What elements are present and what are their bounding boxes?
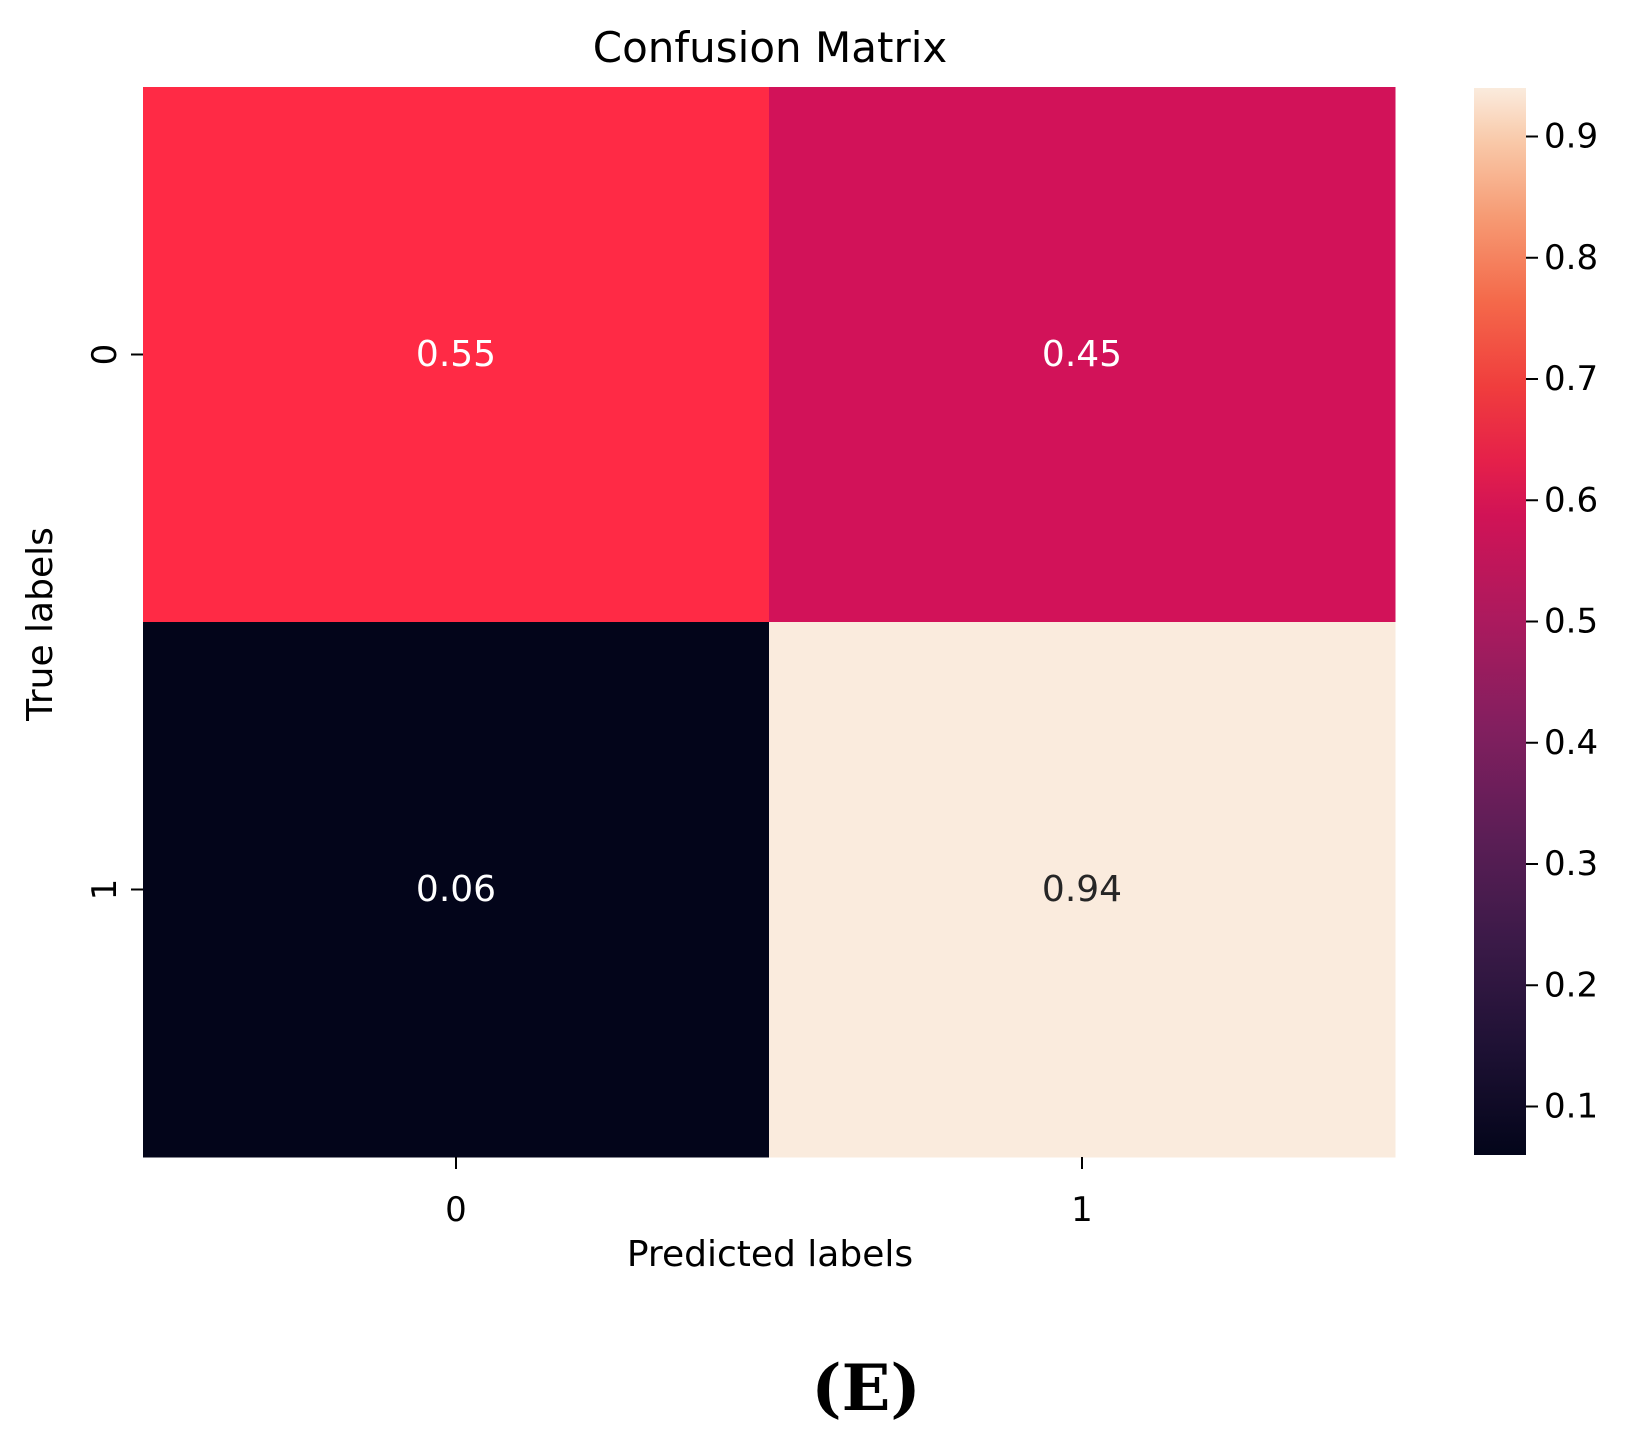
x-axis: 0 1 Predicted labels xyxy=(445,1157,1093,1275)
colorbar-gradient xyxy=(1474,88,1526,1155)
colorbar-tick-label: 0.5 xyxy=(1544,602,1598,642)
y-axis: 0 1 True labels xyxy=(20,344,143,901)
cell-value-labels: 0.55 0.45 0.06 0.94 xyxy=(416,334,1122,910)
cell-value-label-0-1: 0.45 xyxy=(1042,334,1122,375)
chart-title: Confusion Matrix xyxy=(593,23,948,72)
cell-value-label-1-1: 0.94 xyxy=(1042,869,1122,910)
colorbar-tick-label: 0.8 xyxy=(1544,238,1598,278)
colorbar-ticks: 0.1 0.2 0.3 0.4 0.5 0.6 0.7 0.8 0.9 xyxy=(1526,117,1598,1127)
heatmap-cell-1-0 xyxy=(143,622,770,1158)
panel-label: (E) xyxy=(811,1351,920,1426)
colorbar-tick-label: 0.1 xyxy=(1544,1087,1598,1127)
colorbar-tick-label: 0.7 xyxy=(1544,359,1598,399)
heatmap-cell-0-0 xyxy=(143,87,770,623)
heatmap-cell-0-1 xyxy=(769,87,1396,623)
cell-value-label-1-0: 0.06 xyxy=(416,869,496,910)
colorbar-tick-label: 0.3 xyxy=(1544,844,1598,884)
colorbar-tick-label: 0.2 xyxy=(1544,965,1598,1005)
x-axis-label: Predicted labels xyxy=(627,1234,913,1275)
colorbar: 0.1 0.2 0.3 0.4 0.5 0.6 0.7 0.8 0.9 xyxy=(1474,88,1598,1155)
y-tick-label-1: 1 xyxy=(85,879,125,901)
heatmap-cell-1-1 xyxy=(769,622,1396,1158)
cell-value-label-0-0: 0.55 xyxy=(416,334,496,375)
y-axis-label: True labels xyxy=(20,527,61,722)
y-tick-label-0: 0 xyxy=(85,344,125,366)
heatmap-cells xyxy=(143,87,1396,1158)
colorbar-tick-label: 0.9 xyxy=(1544,117,1598,157)
x-tick-label-0: 0 xyxy=(445,1190,467,1230)
x-tick-label-1: 1 xyxy=(1071,1190,1093,1230)
colorbar-tick-label: 0.6 xyxy=(1544,480,1598,520)
colorbar-tick-label: 0.4 xyxy=(1544,723,1598,763)
